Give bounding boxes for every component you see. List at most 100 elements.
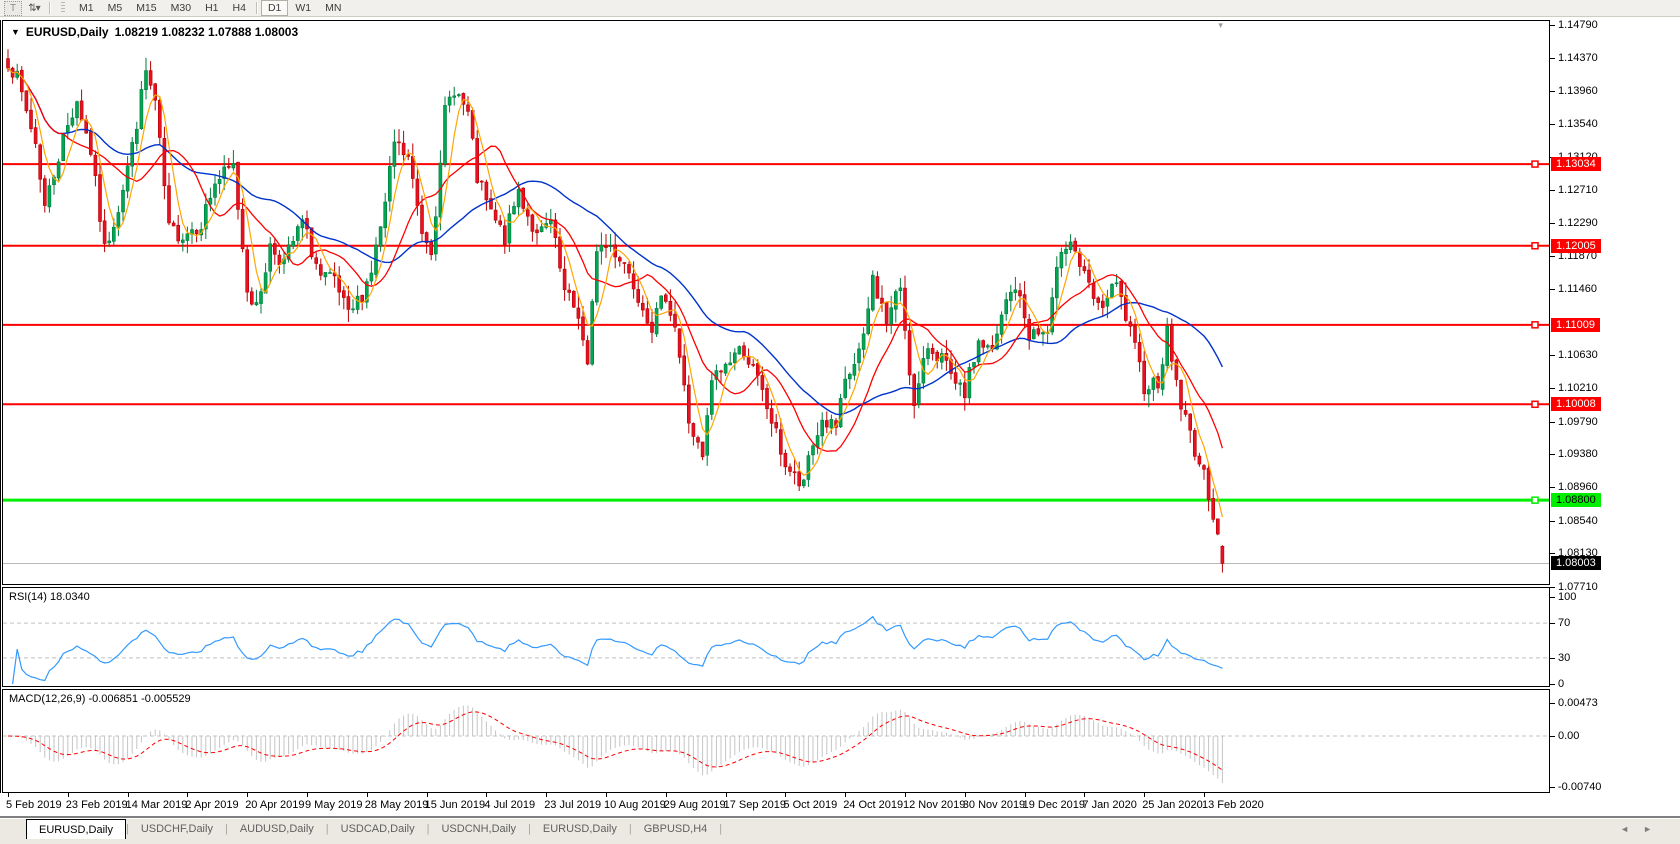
tab-scroll-right-icon[interactable]: ► xyxy=(1643,824,1666,834)
axis-tick xyxy=(1550,597,1555,598)
macd-tick-label: 0.00473 xyxy=(1558,697,1598,710)
date-label: 5 Feb 2019 xyxy=(6,799,62,811)
tab-separator: | xyxy=(224,823,228,835)
chart-tab-gbpusd-h4[interactable]: GBPUSD,H4 xyxy=(643,823,708,835)
price-tick-label: 1.09790 xyxy=(1558,415,1598,428)
date-label: 13 Feb 2020 xyxy=(1202,799,1264,811)
axis-tick xyxy=(1550,736,1555,737)
axis-tick xyxy=(1550,520,1555,522)
date-label: 15 Jun 2019 xyxy=(424,799,486,811)
date-label: 23 Jul 2019 xyxy=(544,799,602,811)
chart-title: ▼ EURUSD,Daily 1.08219 1.08232 1.07888 1… xyxy=(11,25,298,39)
price-tick-label: 1.10210 xyxy=(1558,382,1598,395)
macd-plot xyxy=(3,705,1549,784)
macd-label: MACD(12,26,9) -0.006851 -0.005529 xyxy=(9,693,191,705)
timeframe-button-m15[interactable]: M15 xyxy=(136,2,157,14)
time-axis-tick xyxy=(964,793,966,797)
rsi-tick-label: 0 xyxy=(1558,678,1565,690)
date-label: 23 Feb 2019 xyxy=(65,799,128,811)
line-handle[interactable] xyxy=(1531,400,1539,409)
timeframe-button-h1[interactable]: H1 xyxy=(205,2,219,14)
chart-tab-usdcad-daily[interactable]: USDCAD,Daily xyxy=(340,823,415,835)
time-axis-tick xyxy=(1024,793,1026,797)
price-axis[interactable]: 1.147901.143701.139601.135401.131201.127… xyxy=(1550,0,1680,812)
line-price-label[interactable]: 1.12005 xyxy=(1551,238,1601,253)
timeframe-button-w1[interactable]: W1 xyxy=(295,2,312,14)
rsi-plot xyxy=(3,615,1549,685)
current-price-label: 1.08003 xyxy=(1551,556,1601,571)
timeframe-button-m30[interactable]: M30 xyxy=(170,2,192,14)
toolbar-grip[interactable] xyxy=(61,2,65,14)
timeframe-button-mn[interactable]: MN xyxy=(325,2,342,14)
axis-tick xyxy=(1550,354,1555,356)
axis-tick xyxy=(1550,388,1555,390)
tab-separator: | xyxy=(628,823,632,835)
timeframe-button-m5[interactable]: M5 xyxy=(107,2,123,14)
date-label: 29 Aug 2019 xyxy=(663,799,726,811)
chart-shift-marker[interactable]: ▾ xyxy=(1218,20,1223,30)
price-tick-label: 1.14790 xyxy=(1558,18,1598,31)
time-axis-tick xyxy=(606,793,607,797)
line-price-label[interactable]: 1.10008 xyxy=(1551,397,1601,412)
chart-tab-eurusd-daily[interactable]: EURUSD,Daily xyxy=(542,823,617,835)
tabbar-splitter xyxy=(0,816,1680,819)
axis-tick xyxy=(1550,189,1555,191)
axis-tick xyxy=(1550,553,1555,555)
line-price-label[interactable]: 1.13034 xyxy=(1551,157,1601,172)
tab-scroll-left-icon[interactable]: ◄ xyxy=(1620,824,1644,834)
price-tick-label: 1.10630 xyxy=(1558,348,1598,361)
axis-tick xyxy=(1550,289,1555,291)
axis-tick xyxy=(1550,223,1555,225)
time-axis-tick xyxy=(1144,793,1146,797)
line-handle[interactable] xyxy=(1531,160,1539,168)
timeframe-button-h4[interactable]: H4 xyxy=(232,2,246,14)
date-label: 2 Apr 2019 xyxy=(185,799,239,811)
date-label: 7 Jan 2020 xyxy=(1082,799,1137,811)
time-axis-tick xyxy=(67,793,69,797)
axis-tick xyxy=(1550,586,1555,588)
line-handle[interactable] xyxy=(1531,321,1539,329)
time-axis-tick xyxy=(725,793,727,797)
macd-tick-label: 0.00 xyxy=(1558,730,1580,742)
time-axis[interactable]: 5 Feb 2019 23 Feb 2019 14 Mar 2019 2 Apr 20… xyxy=(0,793,1680,816)
date-label: 19 Dec 2019 xyxy=(1022,799,1085,811)
ma-fast-line xyxy=(7,67,1223,518)
symbol-period-label: EURUSD,Daily xyxy=(25,25,109,39)
axis-tick xyxy=(1550,123,1555,125)
axis-tick xyxy=(1550,684,1555,685)
tab-scroll-arrows: ◄► xyxy=(1620,824,1666,834)
bar-chart-mode-button[interactable]: ⇅ ▾ xyxy=(26,2,42,15)
time-axis-tick xyxy=(366,793,368,797)
price-tick-label: 1.12290 xyxy=(1558,217,1598,230)
chart-tab-usdcnh-daily[interactable]: USDCNH,Daily xyxy=(441,823,517,835)
axis-tick xyxy=(1550,787,1555,789)
date-label: 9 May 2019 xyxy=(305,799,363,811)
timeframe-button-m1[interactable]: M1 xyxy=(79,2,94,14)
chart-tab-usdchf-daily[interactable]: USDCHF,Daily xyxy=(140,823,213,835)
macd-indicator-panel: MACD(12,26,9) -0.006851 -0.005529 xyxy=(2,689,1550,793)
text-tool-button[interactable]: T xyxy=(4,0,22,16)
price-tick-label: 1.08540 xyxy=(1558,514,1598,527)
time-axis-tick xyxy=(905,793,906,797)
line-handle[interactable] xyxy=(1531,242,1539,250)
ohlc-quote-label: 1.08219 1.08232 1.07888 1.08003 xyxy=(114,25,299,39)
line-price-label[interactable]: 1.11009 xyxy=(1551,317,1600,332)
time-axis-tick xyxy=(665,793,667,797)
line-handle[interactable] xyxy=(1531,496,1539,504)
price-tick-label: 1.13960 xyxy=(1558,84,1598,97)
axis-tick xyxy=(1550,487,1555,489)
line-price-label[interactable]: 1.08800 xyxy=(1551,493,1601,508)
tab-separator: | xyxy=(125,823,129,835)
axis-tick xyxy=(1550,657,1555,659)
rsi-tick-label: 70 xyxy=(1558,617,1571,630)
macd-histogram xyxy=(12,705,1223,784)
axis-tick xyxy=(1550,58,1555,60)
timeframe-button-d1[interactable]: D1 xyxy=(260,0,289,16)
chart-menu-caret-icon[interactable]: ▼ xyxy=(11,27,20,37)
time-axis-tick xyxy=(426,793,428,797)
chart-tab-eurusd-daily[interactable]: EURUSD,Daily xyxy=(26,819,126,839)
date-label: 12 Nov 2019 xyxy=(903,799,966,811)
time-axis-tick xyxy=(1084,793,1086,797)
chart-tab-audusd-daily[interactable]: AUDUSD,Daily xyxy=(239,823,314,835)
